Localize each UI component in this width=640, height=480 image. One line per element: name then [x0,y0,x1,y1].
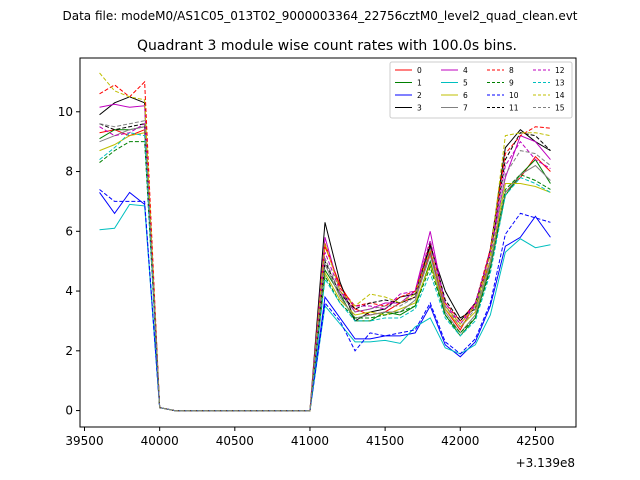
y-tick-label-10: 10 [58,105,73,119]
y-tick-label-0: 0 [65,404,73,418]
x-tick-label-42500: 42500 [516,434,554,448]
legend-label-8: 8 [509,66,514,75]
legend-label-11: 11 [509,104,519,113]
legend-label-2: 2 [417,91,422,100]
legend-label-4: 4 [463,66,468,75]
series-line-15 [99,120,551,412]
legend-label-15: 15 [555,104,565,113]
legend-box [389,61,573,119]
y-tick-label-6: 6 [65,224,73,238]
x-tick-label-39500: 39500 [65,434,103,448]
y-tick-label-8: 8 [65,165,73,179]
x-axis-offset-label: +3.139e8 [516,456,575,470]
y-tick-label-4: 4 [65,284,73,298]
legend-label-7: 7 [463,104,468,113]
legend-label-9: 9 [509,79,514,88]
x-tick-label-40500: 40500 [216,434,254,448]
legend-label-5: 5 [463,79,468,88]
x-tick-label-41000: 41000 [291,434,329,448]
legend-label-6: 6 [463,91,468,100]
plot-area: 39500 40000 40500 41000 41500 42000 42500 0 2 4 6 8… [58,57,577,448]
legend-label-12: 12 [555,66,565,75]
legend-label-3: 3 [417,104,422,113]
legend-label-13: 13 [555,79,565,88]
legend-label-1: 1 [417,79,422,88]
x-tick-label-41500: 41500 [366,434,404,448]
legend-label-14: 14 [555,91,565,100]
legend-label-0: 0 [417,66,422,75]
chart-suptitle: Data file: modeM0/AS1C05_013T02_90000033… [62,9,577,23]
axes-frame [79,57,577,428]
chart-title: Quadrant 3 module wise count rates with … [137,38,517,54]
y-tick-label-2: 2 [65,344,73,358]
legend-label-10: 10 [509,91,519,100]
x-tick-label-40000: 40000 [141,434,179,448]
x-tick-label-42000: 42000 [441,434,479,448]
